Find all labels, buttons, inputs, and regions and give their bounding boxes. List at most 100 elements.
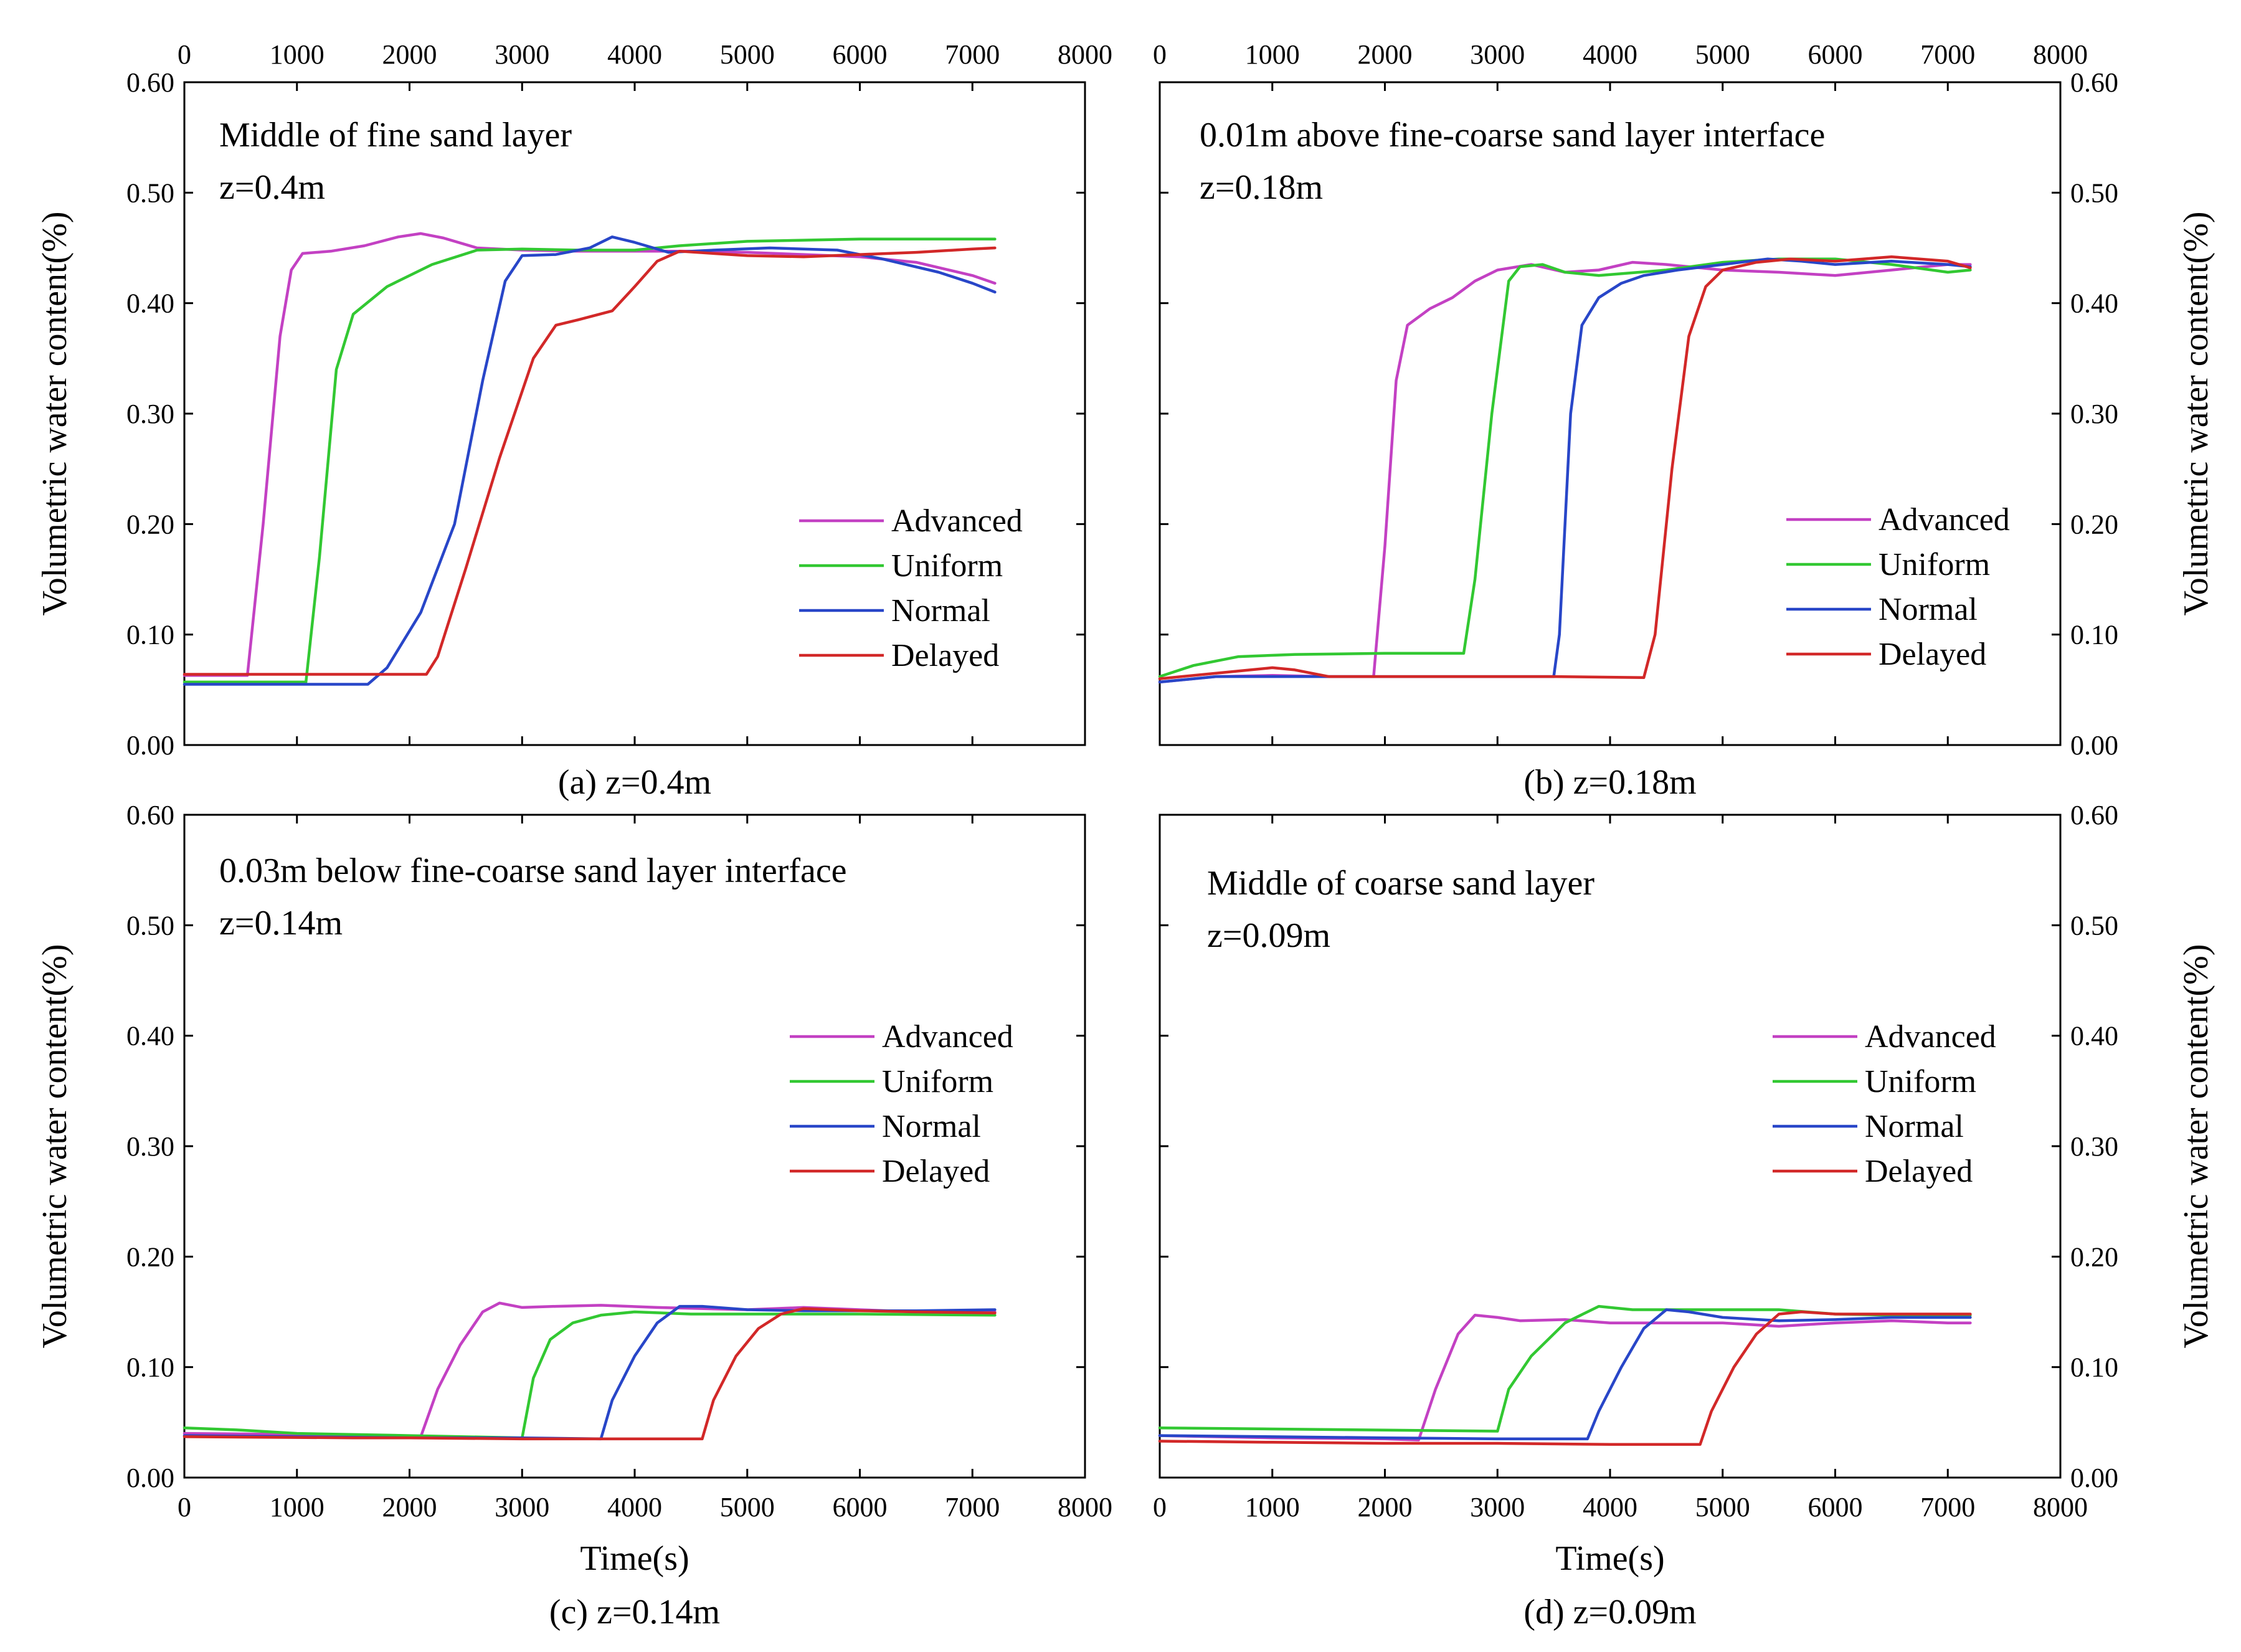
x-tick-label: 1000 [270,1492,325,1522]
y-tick-label: 0.00 [2070,1463,2118,1493]
y-tick-label: 0.30 [126,399,174,429]
legend-label-normal: Normal [882,1109,981,1144]
y-tick-label: 0.50 [2070,910,2118,941]
y-tick-label: 0.40 [126,1021,174,1051]
y-tick-label: 0.00 [2070,730,2118,761]
x-tick-label: 8000 [1058,39,1112,70]
legend-label-delayed: Delayed [1879,637,1986,672]
legend-label-uniform: Uniform [891,548,1003,584]
legend: Advanced Uniform Normal Delayed [1786,502,2010,672]
legend-label-delayed: Delayed [882,1154,990,1189]
y-tick-label: 0.40 [2070,288,2118,319]
x-tick-label: 5000 [720,1492,775,1522]
x-tick-label: 8000 [1058,1492,1112,1522]
x-tick-label: 5000 [720,39,775,70]
legend-label-uniform: Uniform [882,1064,993,1099]
series-line-delayed [182,246,997,676]
series-line-uniform [182,237,997,684]
x-tick-label: 2000 [1358,39,1413,70]
y-tick-label: 0.20 [126,1241,174,1272]
y-tick-label: 0.20 [2070,509,2118,539]
x-tick-label: 1000 [1245,39,1300,70]
x-tick-label: 5000 [1695,39,1750,70]
x-tick-label: 4000 [1583,1492,1637,1522]
y-tick-label: 0.10 [2070,620,2118,650]
x-tick-label: 3000 [1470,39,1525,70]
x-tick-label: 3000 [495,1492,549,1522]
y-tick-label: 0.20 [2070,1241,2118,1272]
x-tick-label: 4000 [607,39,662,70]
x-axis-title: Time(s) [1555,1539,1664,1578]
y-tick-label: 0.50 [2070,178,2118,208]
legend-label-normal: Normal [1879,592,1978,627]
y-tick-label: 0.30 [2070,399,2118,429]
y-tick-label: 0.50 [126,910,174,941]
panel-caption: (b) z=0.18m [1523,763,1696,802]
x-tick-label: 0 [178,1492,191,1522]
plot-annotation: 0.03m below fine-coarse sand layer inter… [219,852,847,890]
plot-annotation: z=0.09m [1207,916,1330,955]
x-tick-label: 8000 [2033,1492,2088,1522]
x-tick-label: 6000 [1808,1492,1863,1522]
x-tick-label: 1000 [270,39,325,70]
plot-annotation: z=0.4m [219,168,325,207]
chart-panel-c: 0 1000 2000 3000 4000 5000 6000 7000 8000 0.00 0.1… [36,800,1112,1631]
y-axis-title: Volumetric water content(%) [36,944,74,1349]
plot-annotation: z=0.14m [219,904,343,942]
x-tick-label: 0 [1153,1492,1167,1522]
x-tick-label: 6000 [833,39,888,70]
x-tick-label: 8000 [2033,39,2088,70]
chart-panel-b: 0 1000 2000 3000 4000 5000 6000 7000 8000 0.00 0.1… [1153,39,2215,802]
plot-annotation: Middle of fine sand layer [219,116,572,154]
legend-label-normal: Normal [1865,1109,1964,1144]
x-tick-label: 7000 [1920,39,1975,70]
legend-label-delayed: Delayed [891,638,999,673]
y-tick-label: 0.60 [126,800,174,830]
y-tick-label: 0.20 [126,509,174,539]
y-tick-label: 0.60 [126,67,174,98]
panel-caption: (a) z=0.4m [558,763,711,802]
legend-label-advanced: Advanced [1879,502,2010,538]
legend-label-advanced: Advanced [891,503,1023,539]
panel-caption: (c) z=0.14m [549,1593,720,1631]
x-tick-label: 5000 [1695,1492,1750,1522]
y-axis-title: Volumetric water content(%) [36,212,74,616]
series-line-delayed [1158,255,1972,680]
x-tick-label: 2000 [1358,1492,1413,1522]
panel-caption: (d) z=0.09m [1523,1593,1696,1631]
x-tick-label: 7000 [945,1492,1000,1522]
y-tick-label: 0.60 [2070,800,2118,830]
legend: Advanced Uniform Normal Delayed [799,503,1023,673]
y-tick-label: 0.10 [2070,1352,2118,1383]
y-tick-label: 0.30 [126,1131,174,1162]
y-tick-label: 0.60 [2070,67,2118,98]
legend-label-advanced: Advanced [882,1019,1013,1055]
legend-label-uniform: Uniform [1865,1064,1976,1099]
x-tick-label: 3000 [1470,1492,1525,1522]
series-line-advanced [1158,1314,1972,1441]
legend-label-normal: Normal [891,593,990,629]
panels: 0 1000 2000 3000 4000 5000 6000 7000 80000.000.1… [36,39,2215,1631]
legend-label-delayed: Delayed [1865,1154,1973,1189]
x-tick-label: 7000 [1920,1492,1975,1522]
x-tick-label: 1000 [1245,1492,1300,1522]
y-tick-label: 0.00 [126,1463,174,1493]
legend-label-advanced: Advanced [1865,1019,1996,1055]
x-axis-title: Time(s) [580,1539,689,1578]
y-tick-label: 0.10 [126,620,174,650]
y-tick-label: 0.30 [2070,1131,2118,1162]
x-tick-label: 0 [1153,39,1167,70]
x-tick-label: 6000 [833,1492,888,1522]
y-tick-label: 0.40 [2070,1021,2118,1051]
series-line-normal [182,235,997,686]
x-tick-label: 6000 [1808,39,1863,70]
series-line-uniform [1158,257,1972,678]
y-tick-label: 0.40 [126,288,174,319]
series-line-delayed [1158,1310,1972,1446]
x-tick-label: 3000 [495,39,549,70]
y-tick-label: 0.50 [126,178,174,208]
series-line-normal [1158,1308,1972,1441]
